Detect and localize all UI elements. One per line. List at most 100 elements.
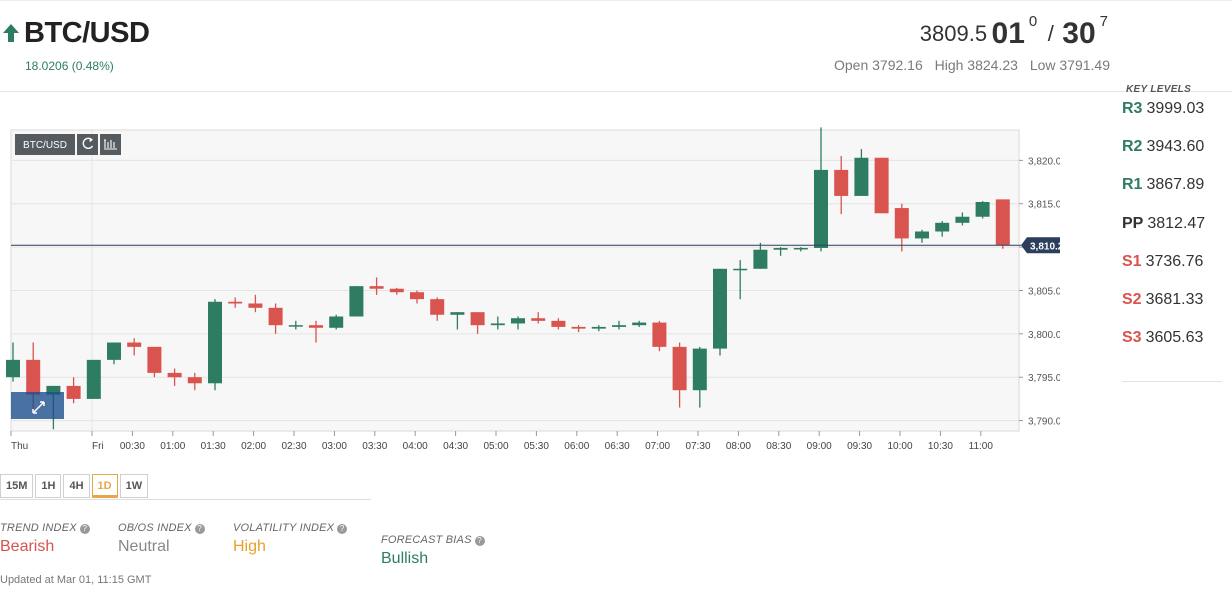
key-level-r3: R3 3999.03 [1122, 96, 1205, 134]
bid-ask-quote: 3809.5 01 0 / 30 7 [920, 13, 1110, 51]
candle [228, 297, 243, 308]
candle-body [995, 199, 1010, 246]
candle [268, 303, 283, 334]
candle [753, 242, 768, 269]
symbol-label: BTC/USD [23, 140, 67, 151]
key-level-value: 3605.63 [1145, 329, 1204, 347]
candle [127, 338, 142, 356]
candle-body [571, 326, 586, 329]
candle [894, 203, 909, 252]
candle-body [874, 157, 889, 214]
timeframe-1w[interactable]: 1W [119, 474, 149, 498]
key-level-value: 3681.33 [1145, 290, 1204, 308]
candle [107, 342, 121, 365]
x-tick-label: 09:30 [847, 441, 872, 452]
y-tick-label: 3,820.0000 [1028, 156, 1060, 167]
updated-timestamp: Updated at Mar 01, 11:15 GMT [0, 574, 152, 586]
candle [167, 368, 182, 386]
candle [874, 157, 889, 214]
forecast-bias: FORECAST BIAS? Bullish [381, 534, 485, 568]
candle-body [814, 169, 828, 248]
y-tick-label: 3,795.0000 [1028, 373, 1060, 384]
candle [66, 377, 81, 404]
high-value: High 3824.23 [934, 57, 1018, 73]
candle-body [450, 312, 465, 315]
timeframe-1d[interactable]: 1D [91, 474, 118, 498]
candle-body [490, 323, 505, 326]
key-level-value: 3812.47 [1147, 214, 1206, 232]
refresh-icon [82, 137, 94, 150]
y-tick-label: 3,805.0000 [1028, 286, 1060, 297]
obos-index-value: Neutral [118, 538, 170, 555]
candle [288, 320, 303, 330]
candle [672, 342, 687, 408]
candle-body [187, 377, 202, 384]
key-level-label: S1 [1122, 252, 1142, 270]
candle-body [167, 372, 182, 378]
candle-body [369, 286, 384, 289]
candle [612, 320, 626, 330]
key-level-s2: S2 3681.33 [1122, 287, 1205, 325]
timeframe-15m[interactable]: 15M [0, 474, 34, 498]
key-level-value: 3736.76 [1145, 252, 1204, 270]
key-level-label: R3 [1122, 100, 1143, 117]
candle [995, 199, 1010, 249]
candle [692, 346, 707, 408]
open-value: Open 3792.16 [833, 57, 923, 73]
candle-body [410, 292, 424, 300]
obos-index-title: OB/OS INDEX [118, 522, 192, 534]
candle [733, 260, 748, 300]
trend-index-value: Bearish [0, 538, 55, 555]
candle-body [26, 359, 41, 395]
candle [713, 268, 727, 356]
candle-body [935, 222, 950, 232]
candle-body [208, 301, 222, 384]
help-icon[interactable]: ? [79, 524, 90, 534]
current-price-label: 3,810.2081 [1030, 241, 1060, 252]
candle [793, 247, 808, 252]
candle [389, 287, 404, 295]
refresh-button[interactable] [77, 134, 98, 155]
help-icon[interactable]: ? [194, 524, 205, 534]
price-chart[interactable]: 3,790.0000 3,795.0000 3,800.0000 3,805.0000… [0, 124, 1060, 464]
candle [450, 312, 465, 330]
expand-button[interactable] [11, 392, 64, 419]
candle [187, 372, 202, 391]
timeframe-4h[interactable]: 4H [63, 474, 90, 498]
x-tick-label: 03:00 [322, 441, 347, 452]
candle-body [228, 301, 243, 304]
candle-body [248, 303, 263, 308]
candle [531, 312, 546, 324]
help-icon[interactable]: ? [474, 536, 485, 546]
candle-body [692, 348, 707, 391]
plot-area [10, 129, 1020, 432]
candle [975, 201, 990, 219]
candle [652, 320, 667, 352]
candle-body [268, 307, 283, 326]
candle-body [107, 342, 121, 360]
candle-body [531, 318, 546, 321]
candle-body [713, 268, 727, 349]
price-sup-ask: 7 [1099, 13, 1108, 30]
symbol-button[interactable] [15, 134, 75, 155]
help-icon[interactable]: ? [337, 524, 348, 534]
forecast-bias-title: FORECAST BIAS [381, 534, 472, 546]
key-level-value: 3943.60 [1146, 138, 1205, 156]
x-tick-label: 07:30 [685, 441, 710, 452]
key-level-s3: S3 3605.63 [1122, 325, 1205, 363]
candle [955, 212, 970, 226]
key-levels-list: R3 3999.03 R2 3943.60 R1 3867.89 PP 3812.47 S1 37… [1122, 96, 1205, 363]
x-tick-label: 02:30 [281, 441, 306, 452]
volatility-index: VOLATILITY INDEX? High [233, 522, 348, 556]
candle-body [430, 299, 445, 315]
candle-body [975, 201, 990, 217]
x-tick-label: 06:00 [564, 441, 589, 452]
x-tick-label: 06:30 [605, 441, 630, 452]
price-big-bid: 01 [991, 16, 1025, 50]
key-level-label: S2 [1122, 290, 1142, 308]
x-tick-label: 00:30 [120, 441, 145, 452]
candle-body [632, 322, 647, 326]
candle [470, 312, 485, 334]
timeframe-1h[interactable]: 1H [35, 474, 62, 498]
candle-body [652, 322, 667, 347]
